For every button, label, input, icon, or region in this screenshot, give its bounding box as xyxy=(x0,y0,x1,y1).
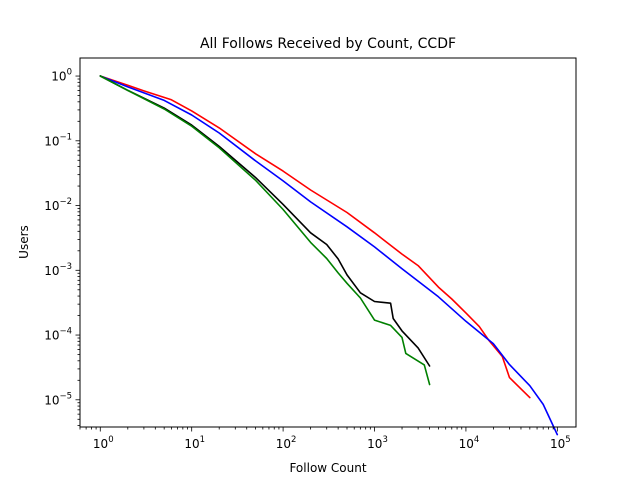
series-line-4 xyxy=(99,75,431,386)
y-tick-label: 10−4 xyxy=(44,327,72,343)
series-line-1 xyxy=(99,75,531,399)
y-axis-label: Users xyxy=(17,225,31,259)
y-tick-label: 100 xyxy=(51,68,72,84)
x-tick-label: 101 xyxy=(184,435,205,451)
x-axis-label: Follow Count xyxy=(289,461,366,475)
y-tick-label: 10−1 xyxy=(44,132,72,148)
ticks-layer: 100 101 102 103 104 105 100 10−1 10−2 10−3 10−4 10−… xyxy=(44,68,571,451)
x-tick-label: 103 xyxy=(367,435,388,451)
x-tick-label: 102 xyxy=(276,435,297,451)
x-tick-label: 104 xyxy=(459,435,480,451)
x-tick-label: 105 xyxy=(550,435,571,451)
x-tick-label: 100 xyxy=(93,435,114,451)
series-line-3 xyxy=(99,75,431,367)
y-tick-label: 10−2 xyxy=(44,197,72,213)
y-tick-label: 10−5 xyxy=(44,391,72,407)
chart-title: All Follows Received by Count, CCDF xyxy=(200,36,456,52)
series-line-2 xyxy=(99,75,559,436)
series-layer xyxy=(99,75,559,436)
plot-frame xyxy=(79,57,577,428)
y-tick-label: 10−3 xyxy=(44,262,72,278)
